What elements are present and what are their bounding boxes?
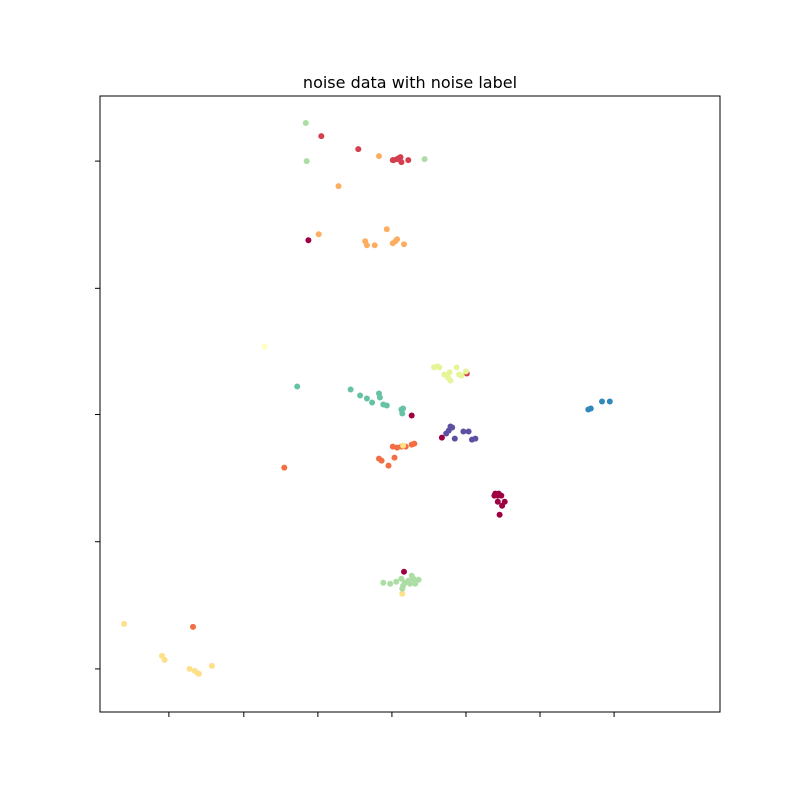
data-point-s1-p0 <box>318 133 325 140</box>
data-point-s2-p2 <box>378 457 385 464</box>
data-point-s10-p6 <box>465 428 472 435</box>
data-point-s4-p8 <box>400 442 407 449</box>
y-axis-ticks <box>95 160 100 670</box>
data-point-s0-p11 <box>496 511 503 518</box>
data-point-s6-p7 <box>453 364 460 371</box>
data-point-s8-p1 <box>347 386 354 393</box>
plot-frame <box>99 95 721 713</box>
data-point-s3-p9 <box>401 241 407 248</box>
data-point-s7-p12 <box>412 580 419 587</box>
data-point-s10-p8 <box>472 435 479 442</box>
data-point-s10-p4 <box>451 435 458 442</box>
data-point-s10-p5 <box>460 428 467 435</box>
data-point-s1-p8 <box>405 157 412 164</box>
data-point-s0-p2 <box>438 434 445 441</box>
data-point-s0-p10 <box>499 502 506 509</box>
data-point-s1-p1 <box>355 146 362 153</box>
data-point-s4-p2 <box>161 656 168 663</box>
data-point-s7-p5 <box>393 578 400 585</box>
data-point-s7-p11 <box>415 576 422 583</box>
data-point-s2-p0 <box>281 464 288 471</box>
data-point-s6-p9 <box>458 372 465 379</box>
data-point-s9-p1 <box>587 405 594 412</box>
data-point-s6-p4 <box>446 369 453 376</box>
chart-title: noise data with noise label <box>303 73 517 92</box>
data-point-s8-p0 <box>294 383 301 390</box>
data-point-s3-p5 <box>383 226 390 233</box>
data-point-s7-p3 <box>380 579 387 586</box>
data-point-s6-p6 <box>447 377 454 384</box>
data-point-s3-p0 <box>335 183 342 190</box>
data-point-s7-p2 <box>421 156 428 163</box>
data-point-s0-p7 <box>495 490 502 497</box>
data-point-s6-p10 <box>463 368 469 375</box>
data-point-s2-p3 <box>385 462 392 469</box>
data-point-s8-p9 <box>400 405 407 412</box>
data-point-s2-p11 <box>190 623 196 630</box>
data-point-s8-p3 <box>363 395 370 402</box>
data-point-s7-p1 <box>303 158 310 165</box>
data-point-s0-p0 <box>305 237 312 244</box>
data-point-s7-p6 <box>398 575 405 582</box>
data-point-s10-p3 <box>449 424 456 431</box>
data-point-s8-p7 <box>383 402 390 409</box>
data-point-s3-p4 <box>371 242 378 249</box>
data-points <box>121 120 613 677</box>
data-point-s0-p1 <box>408 412 415 419</box>
data-point-s7-p13 <box>407 580 413 587</box>
x-axis-ticks <box>168 712 615 717</box>
data-point-s3-p10 <box>376 153 382 160</box>
data-point-s7-p15 <box>400 582 407 589</box>
data-point-s3-p1 <box>315 231 322 238</box>
data-point-s6-p2 <box>436 364 443 371</box>
data-point-s7-p4 <box>387 580 394 587</box>
data-point-s7-p0 <box>302 120 309 126</box>
data-point-s4-p0 <box>121 620 128 627</box>
data-point-s5-p0 <box>261 343 268 350</box>
data-point-s2-p10 <box>411 440 418 447</box>
data-point-s4-p6 <box>196 670 202 677</box>
data-point-s8-p4 <box>369 399 376 406</box>
data-point-s8-p10 <box>399 410 406 417</box>
data-point-s8-p11 <box>376 390 382 397</box>
data-point-s4-p7 <box>208 662 215 669</box>
data-point-s9-p3 <box>606 398 613 405</box>
data-point-s9-p2 <box>599 398 605 405</box>
data-point-s7-p10 <box>410 575 417 582</box>
data-point-s0-p12 <box>401 568 407 575</box>
data-point-s3-p3 <box>363 242 370 249</box>
data-point-s3-p8 <box>394 236 401 243</box>
data-point-s0-p8 <box>494 498 501 505</box>
data-point-s2-p4 <box>391 454 398 461</box>
data-point-s4-p9 <box>399 590 406 597</box>
data-point-s1-p7 <box>398 159 405 166</box>
data-point-s4-p3 <box>186 665 193 672</box>
data-point-s8-p2 <box>357 392 364 399</box>
